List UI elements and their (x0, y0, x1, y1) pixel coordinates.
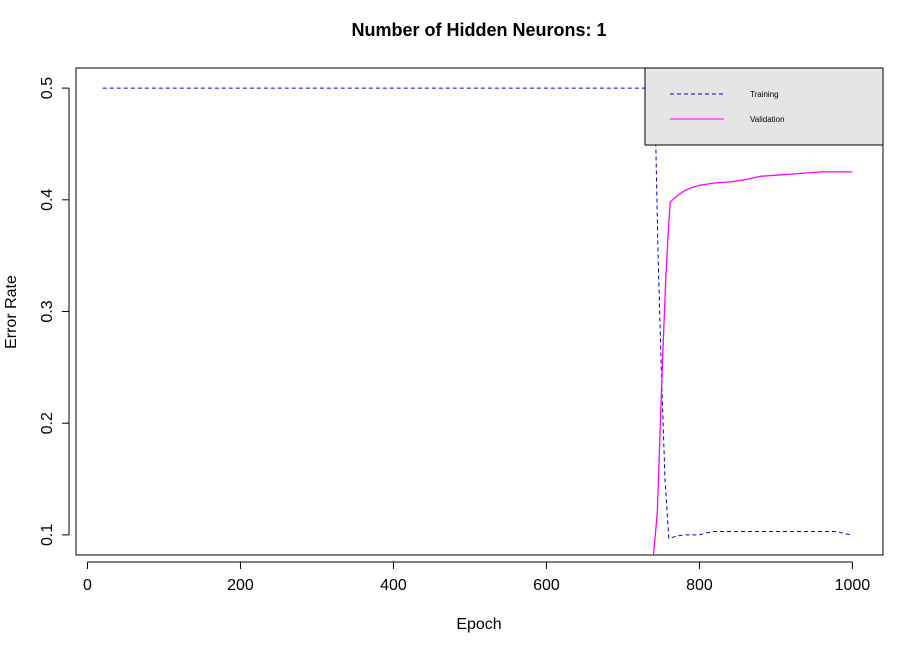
y-tick-label: 0.3 (39, 300, 56, 322)
x-tick-label: 400 (380, 577, 407, 594)
series-line-training (102, 87, 853, 539)
legend-label-training: Training (750, 90, 779, 99)
series-line-validation (652, 171, 853, 555)
x-axis-label: Epoch (456, 616, 501, 633)
y-axis-label: Error Rate (3, 275, 20, 349)
x-tick-label: 800 (686, 577, 713, 594)
y-tick-label: 0.2 (39, 412, 56, 434)
x-tick-label: 200 (227, 577, 254, 594)
y-tick-label: 0.4 (39, 189, 56, 211)
y-tick-label: 0.5 (39, 77, 56, 99)
x-tick-label: 0 (83, 577, 92, 594)
x-axis: 0 200 400 600 800 1000 (83, 561, 871, 594)
chart-title: Number of Hidden Neurons: 1 (351, 20, 606, 40)
plot-frame (75, 67, 884, 556)
x-tick-label: 600 (533, 577, 560, 594)
legend-label-validation: Validation (750, 115, 785, 124)
x-tick-label: 1000 (835, 577, 871, 594)
series-layer (102, 87, 853, 555)
legend-box (644, 67, 884, 146)
y-tick-label: 0.1 (39, 524, 56, 546)
y-axis: 0.1 0.2 0.3 0.4 0.5 (39, 77, 70, 546)
legend: Training Validation (644, 67, 884, 146)
